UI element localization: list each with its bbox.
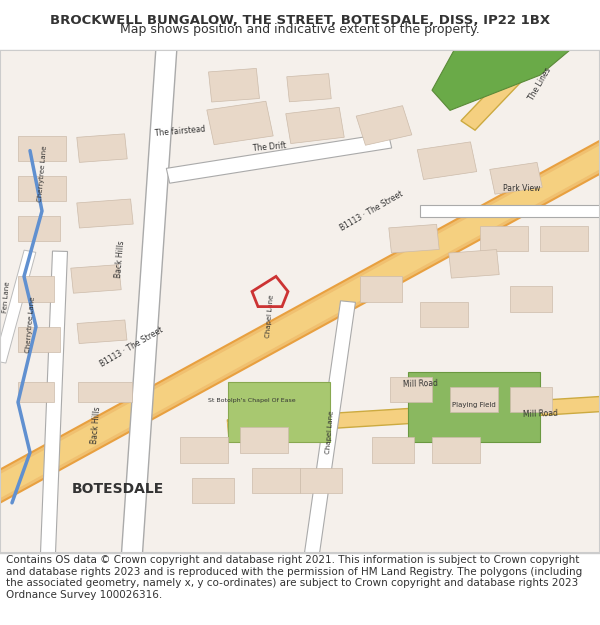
Polygon shape — [0, 250, 36, 363]
Bar — [192, 478, 234, 502]
Bar — [180, 438, 228, 462]
Bar — [18, 382, 54, 402]
Text: Cherrytree Lane: Cherrytree Lane — [25, 296, 35, 353]
Polygon shape — [227, 397, 600, 433]
Polygon shape — [408, 372, 540, 442]
Bar — [420, 301, 468, 327]
Text: Mill Road: Mill Road — [523, 409, 557, 419]
Polygon shape — [0, 142, 600, 501]
Text: Park View: Park View — [503, 184, 541, 193]
Text: BOTESDALE: BOTESDALE — [72, 482, 164, 496]
Bar — [389, 224, 439, 253]
Bar — [480, 226, 528, 251]
Text: St Botolph's Chapel Of Ease: St Botolph's Chapel Of Ease — [208, 398, 296, 403]
Polygon shape — [461, 0, 595, 130]
Bar — [417, 142, 477, 179]
Bar — [209, 68, 259, 102]
Bar — [390, 377, 432, 402]
Text: Fen Lane: Fen Lane — [2, 281, 10, 312]
Text: Playing Field: Playing Field — [452, 402, 496, 408]
Bar — [71, 264, 121, 293]
Bar — [432, 438, 480, 462]
Bar — [78, 382, 132, 402]
Bar — [300, 468, 342, 492]
Text: Mill Road: Mill Road — [403, 379, 437, 389]
Text: Chapel Lane: Chapel Lane — [265, 294, 275, 338]
Bar — [450, 387, 498, 412]
Bar — [252, 468, 300, 492]
Polygon shape — [420, 205, 600, 217]
Bar — [372, 438, 414, 462]
Text: Back Hills: Back Hills — [114, 241, 126, 278]
Text: Chapel Lane: Chapel Lane — [325, 410, 335, 454]
Polygon shape — [305, 301, 355, 554]
Text: B1113 · The Street: B1113 · The Street — [99, 326, 165, 369]
Polygon shape — [41, 251, 67, 553]
Bar — [360, 276, 402, 301]
Bar — [18, 276, 54, 301]
Text: Cherrytree Lane: Cherrytree Lane — [37, 145, 47, 202]
Bar — [18, 176, 66, 201]
Bar — [449, 249, 499, 278]
Polygon shape — [227, 394, 600, 435]
Text: The Lines: The Lines — [527, 66, 553, 102]
Bar — [77, 199, 133, 228]
Bar — [510, 387, 552, 412]
Text: The fairstead: The fairstead — [154, 124, 206, 138]
Polygon shape — [122, 24, 178, 554]
Bar — [540, 226, 588, 251]
Bar — [356, 106, 412, 145]
Text: The Drift: The Drift — [253, 141, 287, 152]
Bar — [510, 286, 552, 312]
Bar — [77, 134, 127, 162]
Bar — [490, 162, 542, 194]
Text: B1113 · The Street: B1113 · The Street — [339, 190, 405, 233]
Text: BROCKWELL BUNGALOW, THE STREET, BOTESDALE, DISS, IP22 1BX: BROCKWELL BUNGALOW, THE STREET, BOTESDAL… — [50, 14, 550, 27]
Bar — [287, 74, 331, 102]
Polygon shape — [432, 25, 600, 111]
Text: Map shows position and indicative extent of the property.: Map shows position and indicative extent… — [120, 23, 480, 36]
Text: Contains OS data © Crown copyright and database right 2021. This information is : Contains OS data © Crown copyright and d… — [6, 555, 582, 600]
Polygon shape — [228, 382, 330, 442]
Bar — [18, 216, 60, 241]
Bar — [77, 320, 127, 344]
Polygon shape — [166, 133, 392, 183]
Bar — [18, 327, 60, 352]
Bar — [286, 107, 344, 144]
Polygon shape — [0, 139, 600, 504]
Bar — [240, 428, 288, 452]
Text: Back Hills: Back Hills — [90, 406, 102, 444]
Bar — [18, 136, 66, 161]
Bar — [207, 101, 273, 144]
